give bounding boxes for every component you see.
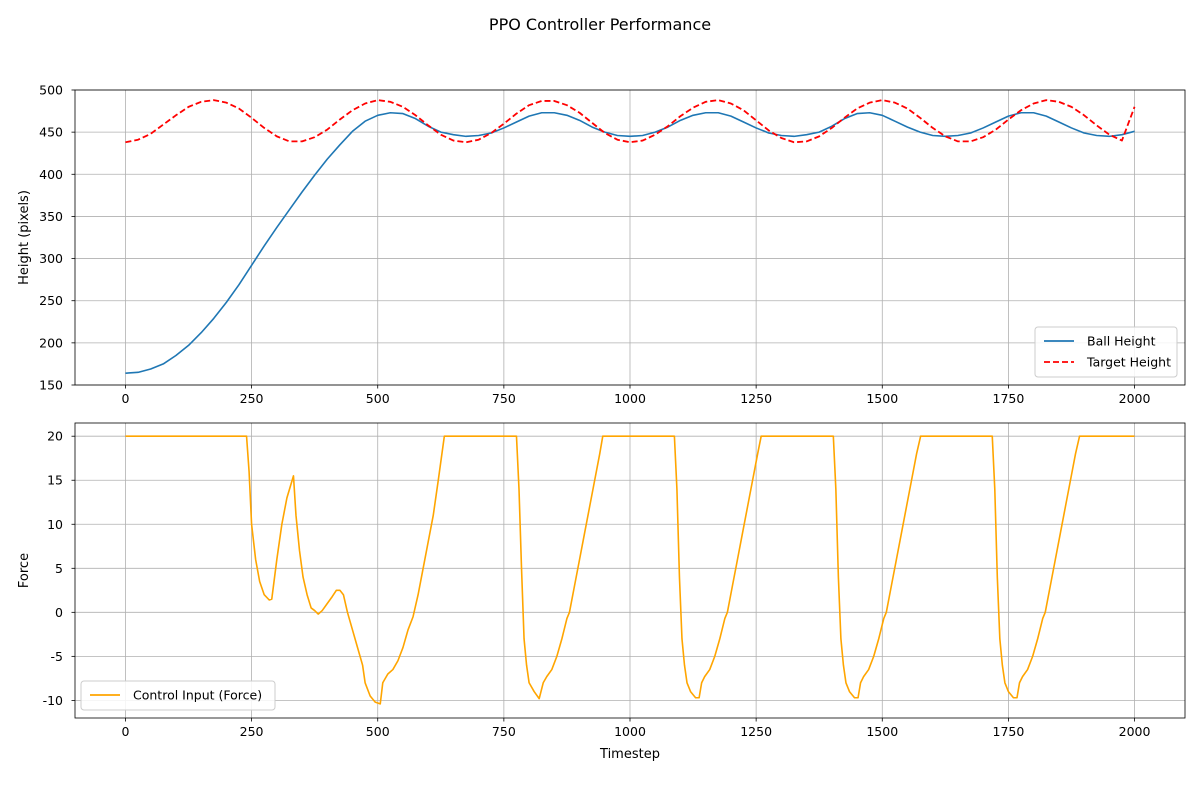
force-x-axis-label: Timestep	[599, 747, 660, 762]
x-tick-label: 1250	[740, 724, 772, 739]
x-tick-label: 1000	[614, 391, 646, 406]
x-tick-label: 1250	[740, 391, 772, 406]
series-line-target-height	[125, 99, 1136, 144]
x-tick-label: 1750	[993, 391, 1025, 406]
legend-label: Ball Height	[1087, 334, 1156, 349]
y-tick-label: 300	[39, 251, 63, 266]
x-tick-label: 0	[121, 724, 129, 739]
y-tick-label: -5	[51, 649, 63, 664]
y-tick-label: 200	[39, 335, 63, 350]
x-tick-label: 250	[240, 724, 264, 739]
y-tick-label: 5	[55, 561, 63, 576]
y-tick-label: 20	[47, 429, 63, 444]
x-tick-label: 750	[492, 391, 516, 406]
x-tick-label: 500	[366, 391, 390, 406]
y-tick-label: 250	[39, 293, 63, 308]
legend-box	[80, 680, 276, 711]
y-tick-label: 450	[39, 125, 63, 140]
y-tick-label: 15	[47, 473, 63, 488]
height-panel: 0 250 500 750 1000 1250 1500 1750 2000 150 200 250 3…	[17, 83, 1186, 406]
x-tick-label: 1500	[866, 391, 898, 406]
y-tick-label: -10	[43, 693, 63, 708]
x-tick-label: 750	[492, 724, 516, 739]
y-tick-label: 0	[55, 605, 63, 620]
y-tick-label: 150	[39, 378, 63, 393]
legend-label: Control Input (Force)	[133, 688, 262, 703]
x-tick-label: 2000	[1119, 724, 1151, 739]
force-panel: 0 250 500 750 1000 1250 1500 1750 2000 -10 -5 0 5 10 1…	[17, 422, 1186, 762]
x-tick-label: 500	[366, 724, 390, 739]
x-tick-label: 1500	[866, 724, 898, 739]
x-tick-label: 1750	[993, 724, 1025, 739]
y-tick-label: 350	[39, 209, 63, 224]
x-tick-label: 1000	[614, 724, 646, 739]
x-tick-label: 2000	[1119, 391, 1151, 406]
series-line-control-input-force	[125, 435, 1135, 705]
force-y-axis-label: Force	[17, 553, 32, 588]
height-legend: Ball Height Target Height	[1034, 326, 1178, 378]
series-line-ball-height	[125, 111, 1135, 374]
x-tick-label: 0	[121, 391, 129, 406]
figure-title: PPO Controller Performance	[489, 15, 711, 34]
y-tick-label: 400	[39, 167, 63, 182]
y-tick-label: 10	[47, 517, 63, 532]
y-tick-label: 500	[39, 83, 63, 98]
x-tick-label: 250	[240, 391, 264, 406]
height-y-axis-label: Height (pixels)	[17, 190, 32, 285]
legend-label: Target Height	[1086, 355, 1171, 370]
legend-box	[1034, 326, 1178, 378]
force-legend: Control Input (Force)	[80, 680, 276, 711]
